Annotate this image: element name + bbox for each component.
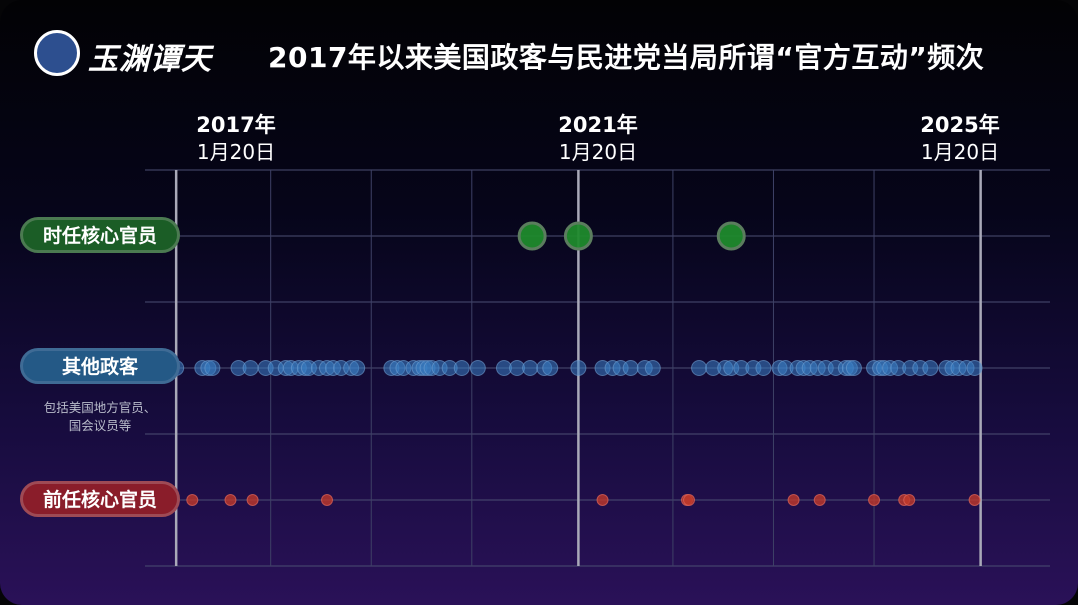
date-label-day: 1月20日 — [558, 140, 638, 164]
logo-mark-icon — [34, 30, 80, 76]
data-point-other-politician — [966, 360, 983, 376]
category-note-line: 国会议员等 — [68, 418, 132, 433]
data-point-other-politician — [755, 360, 772, 376]
category-pill-former-officials: 前任核心官员 — [20, 481, 180, 517]
data-point-current-official — [517, 221, 547, 251]
data-point-former-official — [246, 494, 259, 506]
data-point-current-official — [716, 221, 746, 251]
category-note-other-politicians: 包括美国地方官员、 国会议员等 — [20, 399, 180, 435]
data-point-other-politician — [522, 360, 539, 376]
data-point-former-official — [224, 494, 237, 506]
logo: 玉渊谭天 — [30, 28, 230, 82]
date-label-day: 1月20日 — [920, 140, 1000, 164]
category-note-line: 包括美国地方官员、 — [43, 400, 157, 415]
date-label-day: 1月20日 — [196, 140, 276, 164]
date-label-year: 2017年 — [196, 113, 276, 137]
data-point-former-official — [186, 494, 199, 506]
data-point-other-politician — [453, 360, 470, 376]
data-point-other-politician — [691, 360, 708, 376]
date-label-2017: 2017年 1月20日 — [176, 112, 296, 166]
data-point-former-official — [596, 494, 609, 506]
data-point-other-politician — [542, 360, 559, 376]
data-point-other-politician — [644, 360, 661, 376]
data-point-other-politician — [622, 360, 639, 376]
data-point-other-politician — [845, 360, 862, 376]
date-label-2025: 2025年 1月20日 — [900, 112, 1020, 166]
data-point-other-politician — [922, 360, 939, 376]
date-label-2021: 2021年 1月20日 — [538, 112, 658, 166]
data-point-former-official — [683, 494, 696, 506]
category-pill-current-officials: 时任核心官员 — [20, 217, 180, 253]
data-point-other-politician — [204, 360, 221, 376]
data-point-current-official — [563, 221, 593, 251]
data-point-former-official — [903, 494, 916, 506]
data-point-other-politician — [242, 360, 259, 376]
category-pill-other-politicians: 其他政客 — [20, 348, 180, 384]
page-title: 2017年以来美国政客与民进党当局所谓“官方互动”频次 — [268, 41, 985, 74]
date-label-year: 2021年 — [558, 113, 638, 137]
data-point-former-official — [968, 494, 981, 506]
date-label-year: 2025年 — [920, 113, 1000, 137]
data-point-other-politician — [469, 360, 486, 376]
data-point-other-politician — [570, 360, 587, 376]
logo-text: 玉渊谭天 — [88, 42, 212, 77]
data-point-former-official — [868, 494, 881, 506]
data-point-other-politician — [349, 360, 366, 376]
data-point-former-official — [813, 494, 826, 506]
data-point-former-official — [787, 494, 800, 506]
data-point-former-official — [321, 494, 334, 506]
